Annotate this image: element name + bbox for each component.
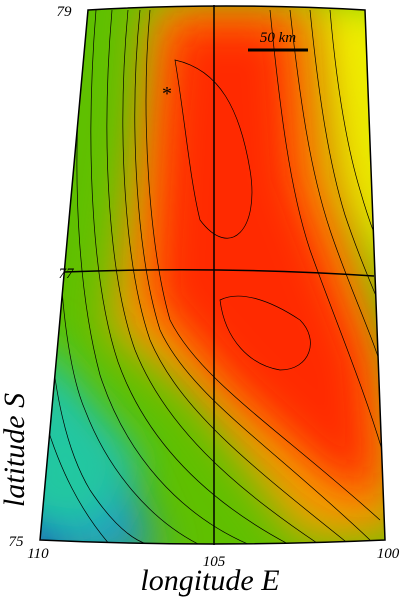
lon-label: 105 [203, 554, 226, 570]
lat-label: 79 [57, 4, 73, 20]
lon-label: 110 [27, 546, 49, 562]
latitude-line [63, 269, 375, 277]
x-axis-label: longitude E [140, 564, 279, 597]
y-axis-label: latitude S [0, 393, 31, 507]
map-frame [39, 5, 386, 545]
scale-bar-label: 50 km [260, 30, 296, 46]
contours [44, 9, 385, 544]
site-marker: * [162, 83, 172, 105]
lat-label: 75 [9, 534, 25, 550]
lon-label: 100 [377, 546, 400, 562]
graticule [39, 5, 386, 545]
lat-label: 77 [59, 266, 76, 282]
